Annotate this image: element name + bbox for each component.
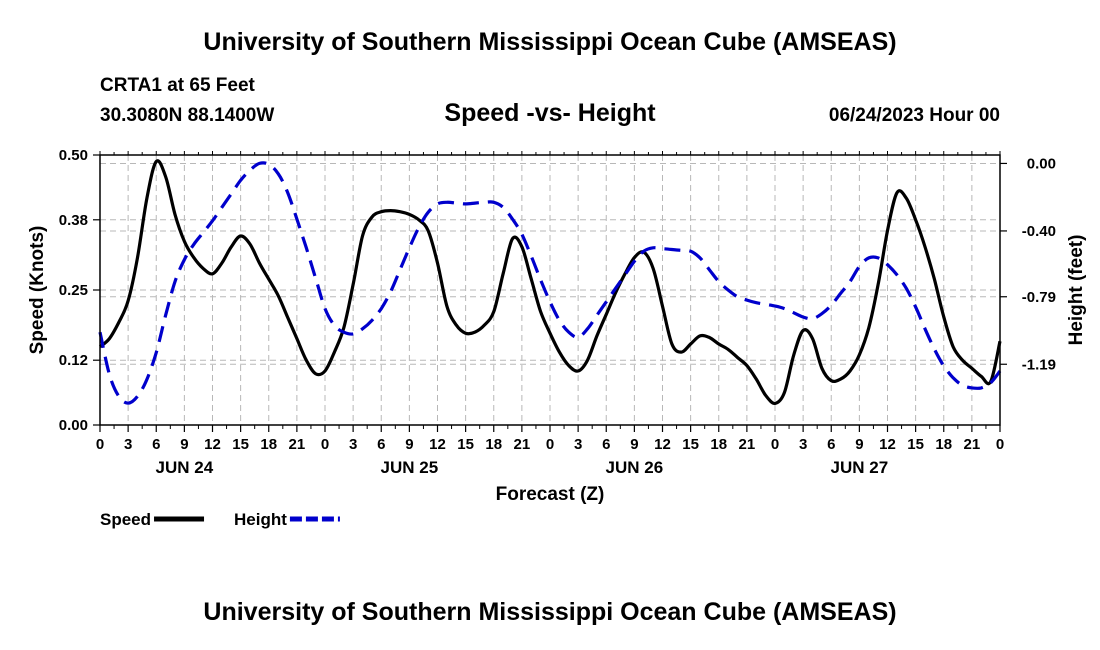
x-tick-label: 0 (546, 436, 554, 453)
page-title: University of Southern Mississippi Ocean… (203, 28, 897, 56)
x-tick-label: 12 (204, 436, 221, 453)
x-tick-label: 21 (739, 436, 756, 453)
x-tick-label: 12 (879, 436, 896, 453)
day-label: JUN 27 (831, 458, 889, 477)
x-tick-label: 12 (429, 436, 446, 453)
x-tick-label: 15 (682, 436, 699, 453)
x-tick-label: 18 (260, 436, 277, 453)
station-label: CRTA1 at 65 Feet (100, 75, 255, 96)
x-tick-label: 12 (654, 436, 671, 453)
x-tick-label: 0 (321, 436, 329, 453)
y2-tick-label: -0.40 (1022, 223, 1056, 240)
x-tick-label: 15 (232, 436, 249, 453)
x-tick-label: 6 (602, 436, 610, 453)
y-tick-label: 0.25 (59, 282, 88, 299)
x-tick-label: 6 (377, 436, 385, 453)
station-coordinates: 30.3080N 88.1400W (100, 105, 275, 126)
day-label: JUN 25 (381, 458, 439, 477)
y2-tick-label: -0.79 (1022, 289, 1056, 306)
x-tick-label: 9 (630, 436, 638, 453)
x-tick-label: 18 (710, 436, 727, 453)
x-tick-label: 18 (485, 436, 502, 453)
y-tick-label: 0.00 (59, 417, 88, 434)
x-tick-label: 6 (152, 436, 160, 453)
x-tick-label: 15 (457, 436, 474, 453)
x-tick-label: 21 (514, 436, 531, 453)
x-tick-label: 3 (349, 436, 357, 453)
y-tick-label: 0.12 (59, 352, 88, 369)
y-axis-label: Speed (Knots) (27, 226, 48, 355)
legend-label: Height (234, 510, 287, 529)
x-tick-label: 21 (964, 436, 981, 453)
y2-tick-label: -1.19 (1022, 356, 1056, 373)
chart-series (98, 159, 1002, 405)
y2-tick-label: 0.00 (1027, 155, 1056, 172)
x-tick-label: 0 (996, 436, 1004, 453)
legend: Speed Height (100, 510, 340, 529)
chart-axes: 0 3 6 9 12 15 18 21 0 3 6 9 12 15 18 21 0 3 6 9 12 15 18 21 0 3 6 9… (59, 147, 1056, 477)
legend-label: Speed (100, 510, 151, 529)
grid-lines (100, 155, 1000, 425)
x-tick-label: 0 (96, 436, 104, 453)
day-label: JUN 24 (156, 458, 214, 477)
x-tick-label: 9 (405, 436, 413, 453)
y2-axis-label: Height (feet) (1066, 235, 1087, 346)
y-tick-label: 0.50 (59, 147, 88, 164)
footer-title: University of Southern Mississippi Ocean… (203, 598, 897, 626)
x-tick-label: 0 (771, 436, 779, 453)
forecast-datetime: 06/24/2023 Hour 00 (828, 105, 1000, 126)
x-tick-label: 9 (855, 436, 863, 453)
x-tick-label: 18 (935, 436, 952, 453)
series-line-speed (98, 159, 1002, 405)
x-tick-label: 3 (124, 436, 132, 453)
x-axis-label: Forecast (Z) (496, 484, 605, 505)
chart-title: Speed -vs- Height (444, 99, 656, 127)
day-label: JUN 26 (606, 458, 664, 477)
x-tick-label: 3 (574, 436, 582, 453)
y-tick-label: 0.38 (59, 212, 88, 229)
x-tick-label: 21 (289, 436, 306, 453)
x-tick-label: 3 (799, 436, 807, 453)
x-tick-label: 6 (827, 436, 835, 453)
x-tick-label: 15 (907, 436, 924, 453)
x-tick-label: 9 (180, 436, 188, 453)
